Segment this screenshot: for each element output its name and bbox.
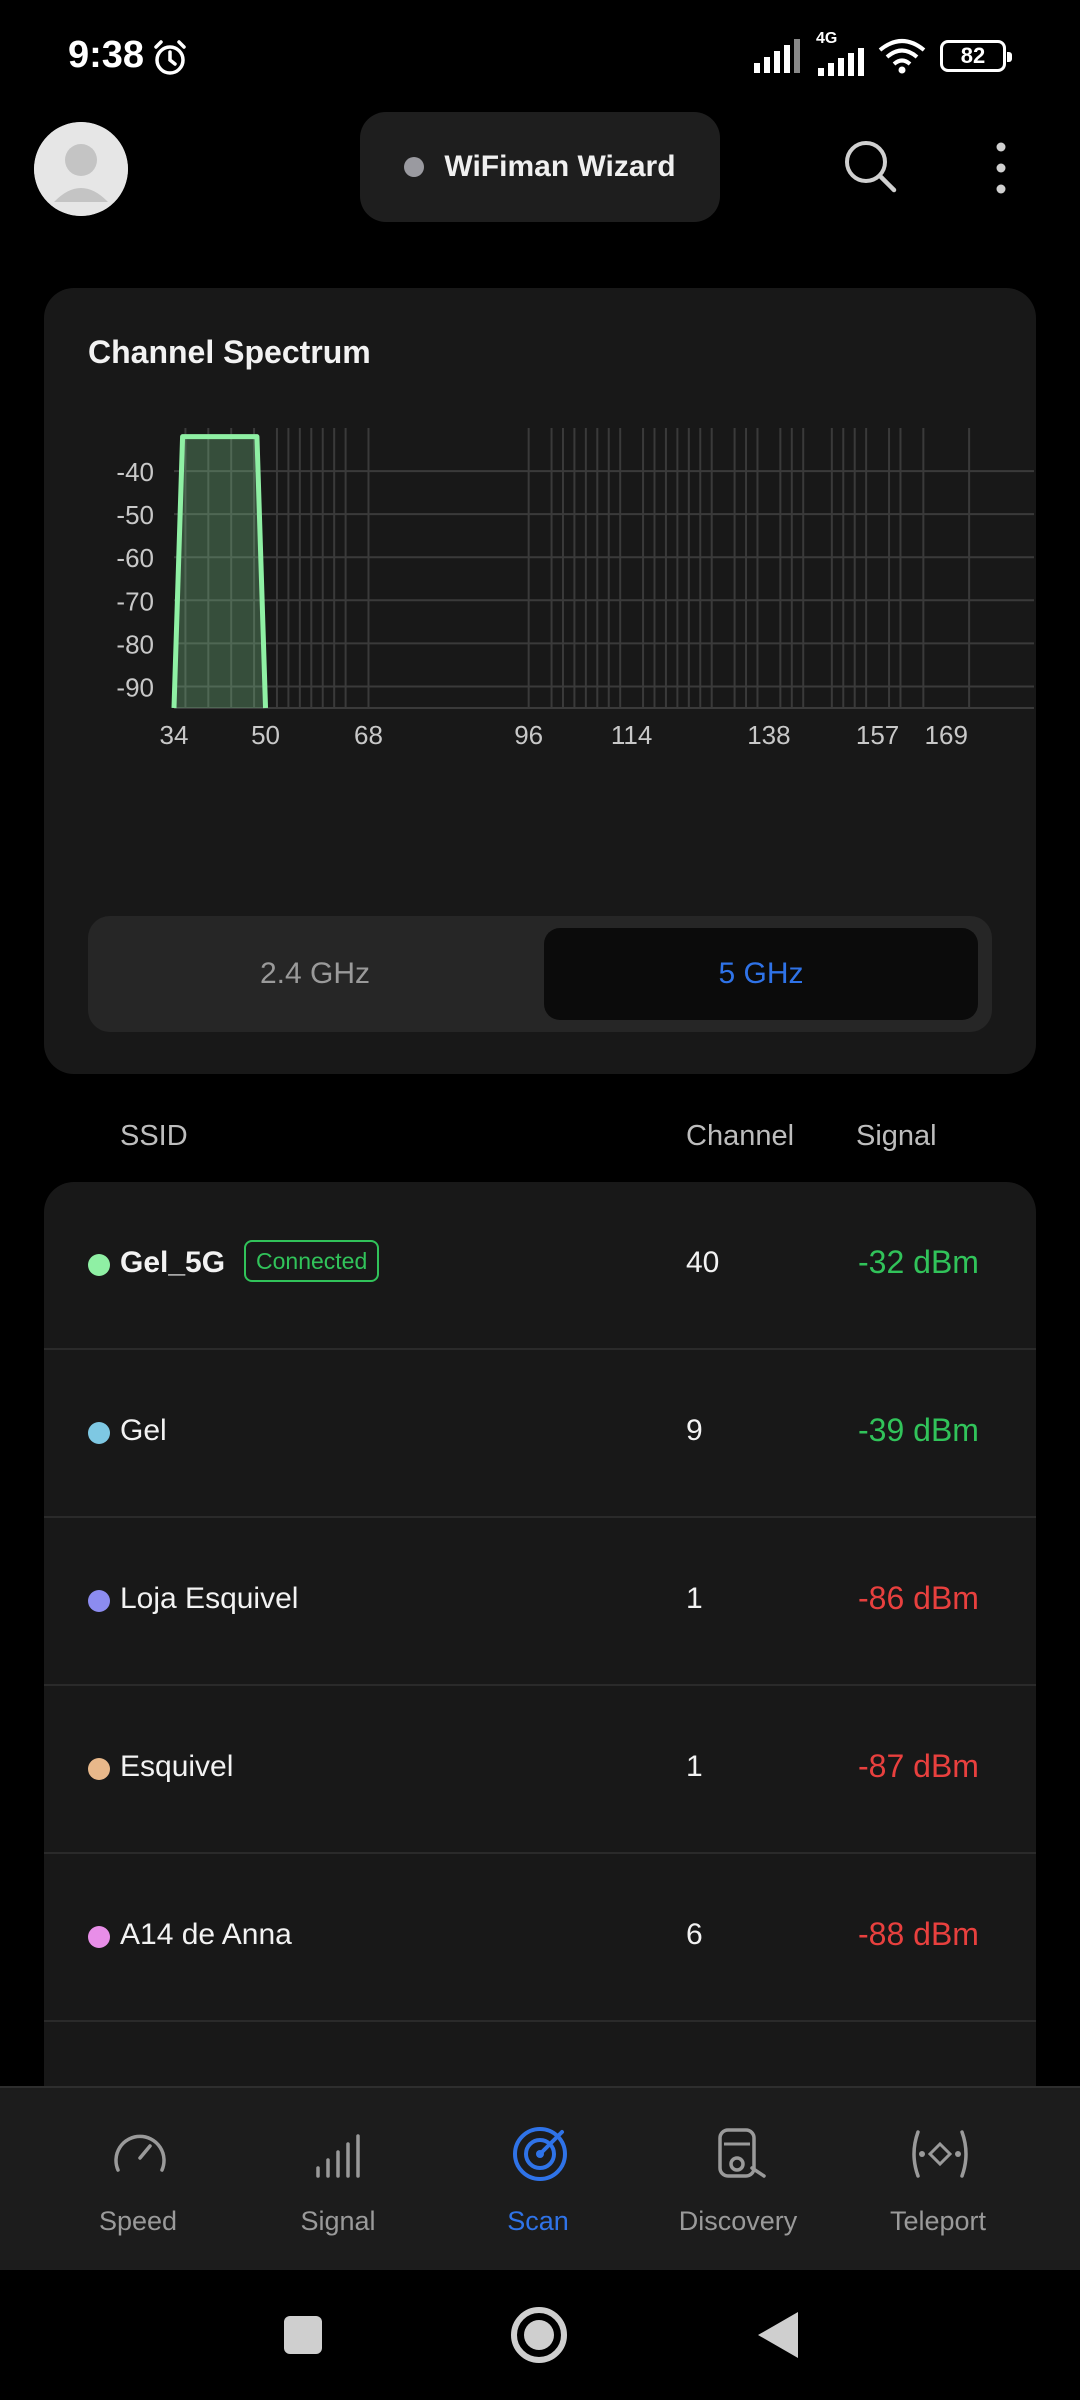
teleport-icon [912, 2130, 968, 2178]
network-signal: -39 dBm [858, 1412, 979, 1448]
band-2-4ghz-button[interactable]: 2.4 GHz [259, 957, 371, 990]
network-channel: 6 [686, 1918, 703, 1951]
nav-signal[interactable]: Signal [238, 2088, 438, 2272]
network-ssid: Gel [120, 1414, 167, 1447]
nav-speed[interactable]: Speed [38, 2088, 238, 2272]
battery-indicator: 82 [940, 40, 1012, 72]
network-row[interactable]: A14 de Anna 6 -88 dBm [44, 1854, 1036, 2022]
cell-signal-icon [754, 39, 800, 73]
network-row[interactable]: Loja Esquivel 1 -86 dBm [44, 1518, 1036, 1686]
battery-level: 82 [960, 43, 986, 68]
network-signal: -86 dBm [858, 1580, 979, 1616]
system-navigation-bar [0, 2270, 1080, 2400]
y-tick-label: -80 [116, 629, 154, 659]
ssid-column-header: SSID [120, 1120, 188, 1152]
wifi-icon [878, 39, 926, 74]
nav-teleport[interactable]: Teleport [838, 2088, 1038, 2272]
x-tick-label: 50 [251, 720, 280, 750]
network-channel: 1 [686, 1750, 703, 1783]
network-signal: -88 dBm [858, 1916, 979, 1952]
device-search-icon [718, 2128, 766, 2178]
avatar[interactable] [34, 122, 128, 216]
band-5ghz-button[interactable]: 5 GHz [544, 928, 978, 1020]
x-tick-label: 157 [856, 720, 899, 750]
network-ssid: Gel_5G [120, 1246, 226, 1279]
speedometer-icon [114, 2134, 166, 2172]
network-ssid: Loja Esquivel [120, 1582, 299, 1615]
recent-apps-icon[interactable] [268, 2300, 338, 2370]
network-row[interactable]: Esquivel 1 -87 dBm [44, 1686, 1036, 1854]
network-signal: -32 dBm [858, 1244, 979, 1280]
user-icon [34, 122, 128, 216]
network-channel: 40 [686, 1246, 720, 1279]
y-tick-label: -70 [116, 586, 154, 616]
y-tick-label: -50 [116, 500, 154, 530]
more-options-icon[interactable] [986, 138, 1016, 198]
nav-label: Discovery [678, 2206, 798, 2236]
signal-bars-icon [316, 2134, 360, 2178]
status-icons: 4G 82 [754, 30, 1012, 76]
band-toggle[interactable]: 2.4 GHz 5 GHz [88, 916, 992, 1032]
nav-discovery[interactable]: Discovery [638, 2088, 838, 2272]
network-color-dot [88, 1758, 110, 1780]
network-list-header: SSID Channel Signal [0, 1120, 1080, 1160]
network-ssid: A14 de Anna [120, 1918, 292, 1951]
alarm-icon [154, 40, 186, 75]
status-dot [404, 157, 425, 177]
app-title: WiFiman Wizard [444, 150, 676, 183]
channel-column-header: Channel [686, 1120, 795, 1152]
x-tick-label: 34 [160, 720, 189, 750]
spectrum-line-gel-5g [171, 434, 269, 709]
connected-badge: Connected [244, 1240, 380, 1282]
network-row[interactable]: Gel 9 -39 dBm [44, 1350, 1036, 1518]
y-tick-label: -60 [116, 543, 154, 573]
x-tick-label: 169 [925, 720, 968, 750]
radar-icon [513, 2127, 567, 2181]
network-color-dot [88, 1590, 110, 1612]
x-tick-label: 138 [747, 720, 790, 750]
home-icon[interactable] [504, 2300, 574, 2370]
nav-label: Scan [507, 2206, 569, 2236]
network-ssid: Esquivel [120, 1750, 234, 1783]
y-tick-label: -90 [116, 672, 154, 702]
nav-scan[interactable]: Scan [438, 2088, 638, 2272]
network-channel: 1 [686, 1582, 703, 1615]
back-icon[interactable] [742, 2300, 812, 2370]
bottom-navigation: Speed Signal Scan Discovery [0, 2086, 1080, 2270]
network-color-dot [88, 1254, 110, 1276]
nav-label: Teleport [889, 2206, 987, 2236]
nav-label: Speed [98, 2206, 178, 2236]
nav-label: Signal [300, 2206, 376, 2236]
x-tick-label: 96 [514, 720, 543, 750]
signal-column-header: Signal [856, 1120, 937, 1152]
network-color-dot [88, 1422, 110, 1444]
x-tick-label: 68 [354, 720, 383, 750]
network-type: 4G [816, 30, 838, 47]
network-row[interactable]: Gel_5G Connected 40 -32 dBm [44, 1182, 1036, 1350]
network-list: Gel_5G Connected 40 -32 dBm Gel 9 -39 dB… [44, 1182, 1036, 2086]
network-signal: -87 dBm [858, 1748, 979, 1784]
spectrum-area-gel-5g [174, 436, 266, 708]
status-bar: 9:38 4G [0, 0, 1080, 110]
wizard-button[interactable]: WiFiman Wizard [360, 112, 720, 222]
y-tick-label: -40 [116, 457, 154, 487]
channel-spectrum-card: Channel Spectrum -40 -50 -60 -70 -80 -90 34 50 6… [44, 288, 1036, 1074]
search-icon[interactable] [842, 138, 898, 194]
spectrum-title: Channel Spectrum [88, 334, 371, 370]
network-channel: 9 [686, 1414, 703, 1447]
status-time: 9:38 [68, 34, 145, 76]
cell-signal-4g-icon: 4G [814, 30, 864, 76]
x-tick-label: 114 [611, 720, 652, 750]
network-color-dot [88, 1926, 110, 1948]
